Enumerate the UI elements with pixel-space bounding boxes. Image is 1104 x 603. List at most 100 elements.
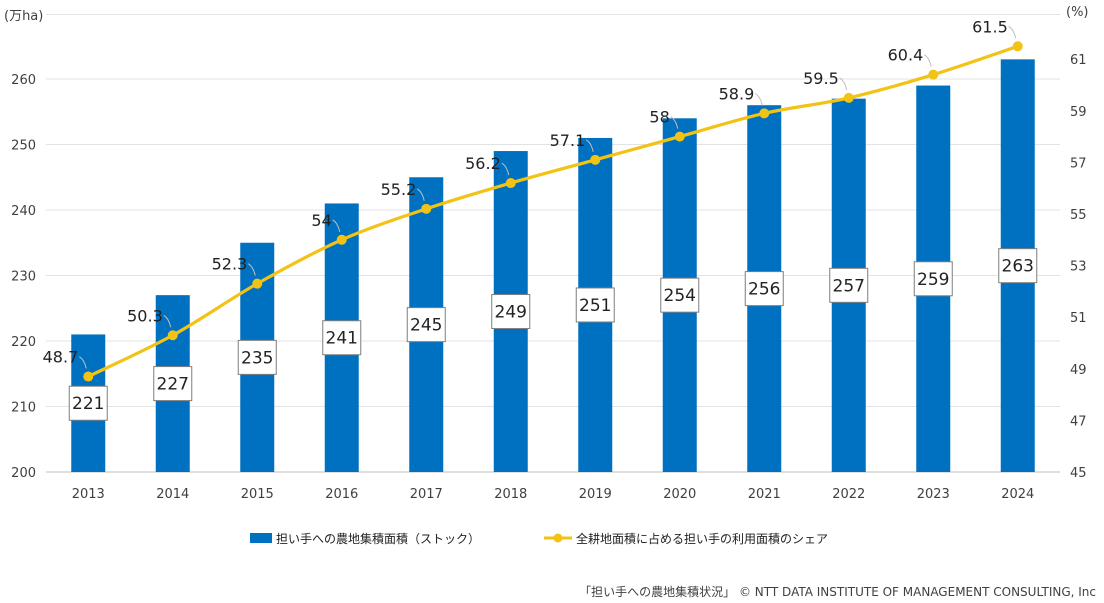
right-axis-title: (%) <box>1066 5 1089 20</box>
legend-bar-swatch <box>250 533 272 543</box>
left-tick-label: 260 <box>11 73 36 88</box>
legend-line-marker <box>553 533 563 543</box>
line-label-leader <box>332 219 341 232</box>
bar-label-text: 254 <box>664 286 696 306</box>
bar-data-label: 245 <box>406 307 446 343</box>
bar-data-label: 257 <box>829 267 869 303</box>
bar-data-label: 254 <box>660 277 700 313</box>
bar-label-box <box>406 307 446 343</box>
line-marker <box>252 278 263 289</box>
left-axis-title: (万ha) <box>4 9 43 24</box>
legend: 担い手への農地集積面積（ストック） 全耕地面積に占める担い手の利用面積のシェア <box>250 531 828 546</box>
line-label-leader <box>78 356 87 369</box>
right-tick-label: 61 <box>1070 53 1087 68</box>
bar-data-label: 221 <box>68 385 108 421</box>
bar-label-box <box>829 267 869 303</box>
bar-label-box <box>322 320 362 356</box>
x-tick-label: 2016 <box>325 487 358 502</box>
source-note: 「担い手への農地集積状況」 © NTT DATA INSTITUTE OF MA… <box>579 584 1096 599</box>
line-marker <box>83 371 94 382</box>
bar-label-box <box>575 287 615 323</box>
line-label-leader <box>923 54 932 67</box>
right-tick-label: 59 <box>1070 105 1087 120</box>
bar-data-label: 251 <box>575 287 615 323</box>
x-tick-label: 2023 <box>917 487 950 502</box>
left-tick-label: 250 <box>11 139 36 154</box>
line-label-leader <box>585 139 594 152</box>
line-marker <box>167 330 178 341</box>
line-data-label: 52.3 <box>212 255 248 274</box>
x-tick-label: 2017 <box>410 487 443 502</box>
line-marker <box>421 203 432 214</box>
right-tick-label: 51 <box>1070 311 1087 326</box>
line-label-leader <box>754 92 763 106</box>
line-data-labels: 48.7 50.3 52.3 54 55.2 56.2 57.1 58 58.9 59.5 60.4… <box>43 17 1017 369</box>
line-marker <box>505 178 516 189</box>
bar-label-box <box>744 271 784 307</box>
line-label-leader <box>839 77 848 91</box>
bar-label-text: 259 <box>917 270 949 290</box>
x-tick-label: 2014 <box>156 487 189 502</box>
line-marker <box>336 234 347 245</box>
bar-data-label: 256 <box>744 271 784 307</box>
bar-data-label: 249 <box>491 294 531 330</box>
bar-label-text: 221 <box>72 394 104 414</box>
left-tick-label: 240 <box>11 204 36 219</box>
right-tick-label: 53 <box>1070 260 1087 275</box>
bar-label-text: 235 <box>241 348 273 368</box>
bar-label-box <box>153 366 193 402</box>
bar-label-text: 263 <box>1002 257 1034 277</box>
line-label-leader <box>1008 25 1017 39</box>
x-tick-label: 2019 <box>579 487 612 502</box>
bar-label-box <box>237 339 277 375</box>
line-data-label: 48.7 <box>43 348 79 367</box>
bar-label-text: 241 <box>326 329 358 349</box>
left-axis: (万ha) 200 210 220 230 240 250 260 <box>4 9 43 481</box>
line-series <box>83 41 1023 382</box>
bar-label-box <box>660 277 700 313</box>
x-tick-label: 2021 <box>748 487 781 502</box>
line-data-label: 56.2 <box>465 154 501 173</box>
line-marker <box>674 131 685 142</box>
right-tick-label: 55 <box>1070 208 1087 223</box>
x-tick-label: 2022 <box>832 487 865 502</box>
right-tick-label: 57 <box>1070 156 1087 171</box>
bar-data-label: 235 <box>237 339 277 375</box>
bar-data-label: 259 <box>913 261 953 297</box>
x-axis: 2013 2014 2015 2016 2017 2018 2019 2020 2021 2022… <box>72 487 1035 502</box>
bar-label-box <box>68 385 108 421</box>
bar-label-box <box>913 261 953 297</box>
line-path <box>87 44 1019 378</box>
x-tick-label: 2024 <box>1001 487 1034 502</box>
left-tick-label: 210 <box>11 401 36 416</box>
bar-label-text: 249 <box>495 303 527 323</box>
gridlines <box>46 14 1060 473</box>
right-tick-label: 49 <box>1070 363 1087 378</box>
line-data-label: 58.9 <box>719 84 755 103</box>
bar-label-text: 256 <box>748 280 780 300</box>
x-tick-label: 2018 <box>494 487 527 502</box>
bar-label-text: 257 <box>833 276 865 296</box>
bar-data-label: 241 <box>322 320 362 356</box>
x-tick-label: 2015 <box>241 487 274 502</box>
legend-line-label: 全耕地面積に占める担い手の利用面積のシェア <box>576 531 828 546</box>
line-data-label: 50.3 <box>127 306 163 325</box>
left-tick-label: 230 <box>11 270 36 285</box>
line-data-label: 60.4 <box>888 46 924 65</box>
bar-data-label: 227 <box>153 366 193 402</box>
right-axis: (%) 45 47 49 51 53 55 57 59 61 <box>1066 5 1089 481</box>
bar-label-text: 245 <box>410 316 442 336</box>
x-tick-label: 2020 <box>663 487 696 502</box>
line-data-label: 54 <box>311 211 331 230</box>
line-label-leader <box>501 162 510 176</box>
line-marker <box>928 69 939 80</box>
x-tick-label: 2013 <box>72 487 105 502</box>
line-label-leader <box>670 116 679 129</box>
line-marker <box>1012 41 1023 52</box>
bar-data-label: 263 <box>998 248 1038 284</box>
line-label-leader <box>416 188 425 201</box>
line-data-label: 59.5 <box>803 69 839 88</box>
bar-label-text: 227 <box>157 375 189 395</box>
line-label-leader <box>163 314 172 328</box>
left-tick-label: 200 <box>11 466 36 481</box>
